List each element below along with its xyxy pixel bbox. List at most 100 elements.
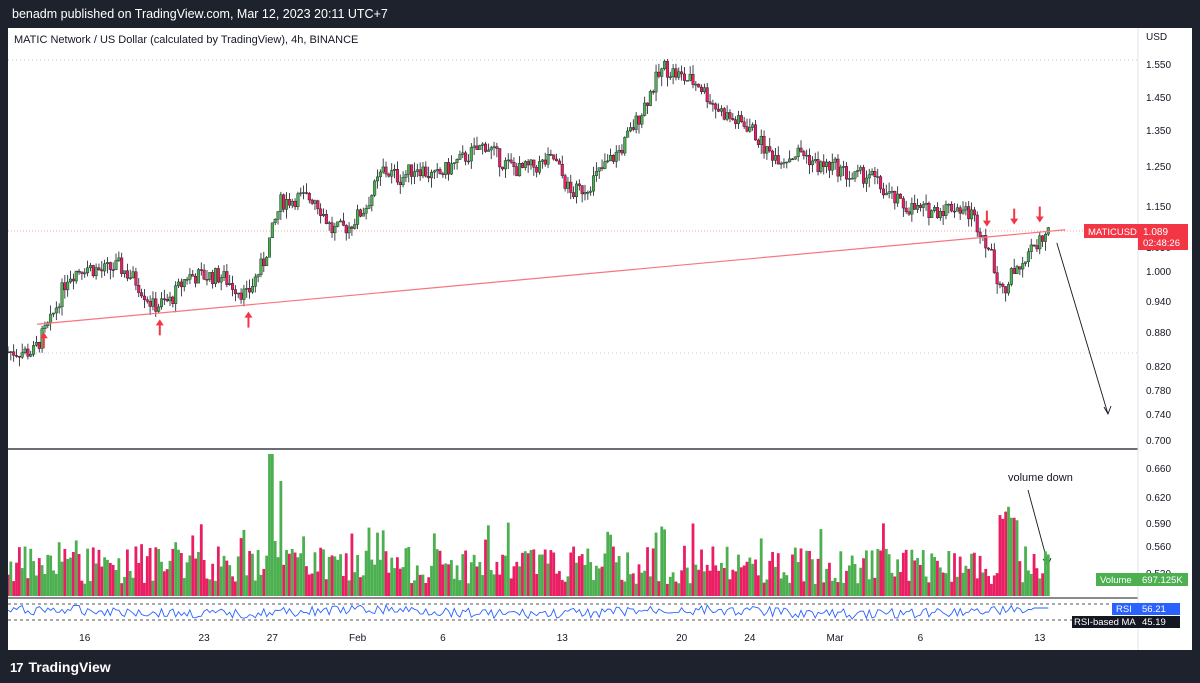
candle[interactable] (1015, 264, 1019, 274)
candle[interactable] (208, 272, 212, 282)
candle[interactable] (563, 173, 567, 192)
candle[interactable] (714, 102, 718, 119)
candle[interactable] (239, 288, 243, 304)
candle[interactable] (665, 59, 669, 87)
candle[interactable] (273, 218, 277, 226)
candle[interactable] (484, 141, 488, 153)
candle[interactable] (225, 264, 229, 288)
candle[interactable] (171, 295, 175, 308)
candle[interactable] (222, 265, 226, 282)
candle[interactable] (466, 154, 470, 165)
candle[interactable] (853, 171, 857, 182)
candle[interactable] (506, 153, 510, 170)
candle[interactable] (120, 252, 124, 277)
candle[interactable] (341, 212, 345, 227)
candle[interactable] (319, 203, 323, 224)
candle[interactable] (933, 205, 937, 213)
candle[interactable] (97, 263, 101, 271)
candle[interactable] (586, 190, 590, 200)
candle[interactable] (552, 154, 556, 161)
candle[interactable] (736, 110, 740, 130)
candle[interactable] (66, 274, 70, 297)
candle[interactable] (287, 193, 291, 209)
candle[interactable] (788, 150, 792, 163)
candle[interactable] (503, 157, 507, 178)
candle[interactable] (194, 273, 198, 288)
candle[interactable] (688, 66, 692, 82)
candle[interactable] (77, 268, 81, 275)
candle[interactable] (566, 177, 570, 194)
candle[interactable] (981, 235, 985, 242)
candle[interactable] (427, 166, 431, 183)
candle[interactable] (384, 161, 388, 178)
candle[interactable] (529, 158, 533, 170)
candle[interactable] (404, 170, 408, 182)
candle[interactable] (594, 162, 598, 182)
candle[interactable] (901, 196, 905, 217)
candle[interactable] (464, 150, 468, 166)
candle[interactable] (356, 204, 360, 230)
candle[interactable] (1018, 266, 1022, 276)
candle[interactable] (137, 278, 141, 298)
candle[interactable] (469, 143, 473, 169)
candle[interactable] (125, 263, 129, 282)
candle[interactable] (472, 137, 476, 155)
candle[interactable] (964, 201, 968, 216)
candle[interactable] (307, 191, 311, 204)
candle[interactable] (805, 149, 809, 164)
candle[interactable] (907, 207, 911, 216)
candle[interactable] (520, 162, 524, 169)
candle[interactable] (86, 260, 90, 277)
candle[interactable] (316, 199, 320, 215)
candle[interactable] (549, 149, 553, 156)
candle[interactable] (123, 270, 127, 278)
candle[interactable] (1001, 282, 1005, 294)
candle[interactable] (998, 281, 1002, 289)
candle[interactable] (233, 285, 237, 302)
candle[interactable] (285, 192, 289, 219)
candle[interactable] (873, 167, 877, 185)
candle[interactable] (424, 161, 428, 178)
candle[interactable] (967, 201, 971, 227)
candle[interactable] (856, 164, 860, 178)
candle[interactable] (57, 303, 61, 314)
candle[interactable] (364, 204, 368, 220)
candle[interactable] (267, 237, 271, 258)
candle[interactable] (623, 136, 627, 156)
candle[interactable] (162, 289, 166, 306)
candle[interactable] (958, 205, 962, 220)
candle[interactable] (827, 160, 831, 179)
candle[interactable] (9, 350, 13, 361)
candle[interactable] (728, 109, 732, 123)
candle[interactable] (216, 265, 220, 284)
candle[interactable] (691, 65, 695, 89)
candle[interactable] (211, 269, 215, 289)
candle[interactable] (799, 140, 803, 154)
candle[interactable] (810, 156, 814, 173)
candle[interactable] (762, 130, 766, 159)
candle[interactable] (947, 203, 951, 214)
candle[interactable] (796, 144, 800, 162)
candle[interactable] (952, 203, 956, 218)
projection-arrow-line[interactable] (1056, 242, 1109, 415)
candle[interactable] (276, 211, 280, 225)
candle[interactable] (745, 118, 749, 133)
candle[interactable] (213, 267, 217, 288)
candle[interactable] (69, 270, 73, 284)
candle[interactable] (657, 63, 661, 79)
candle[interactable] (790, 157, 794, 161)
candle[interactable] (83, 268, 87, 278)
candle[interactable] (614, 145, 618, 168)
candle[interactable] (373, 179, 377, 198)
candle[interactable] (668, 71, 672, 80)
candle[interactable] (447, 158, 451, 181)
candle[interactable] (842, 160, 846, 177)
candle[interactable] (628, 122, 632, 133)
candle[interactable] (813, 152, 817, 164)
candle[interactable] (387, 172, 391, 178)
candle[interactable] (444, 162, 448, 179)
candle[interactable] (501, 166, 505, 171)
candle[interactable] (333, 222, 337, 241)
candle[interactable] (140, 288, 144, 299)
candle[interactable] (1035, 239, 1039, 253)
